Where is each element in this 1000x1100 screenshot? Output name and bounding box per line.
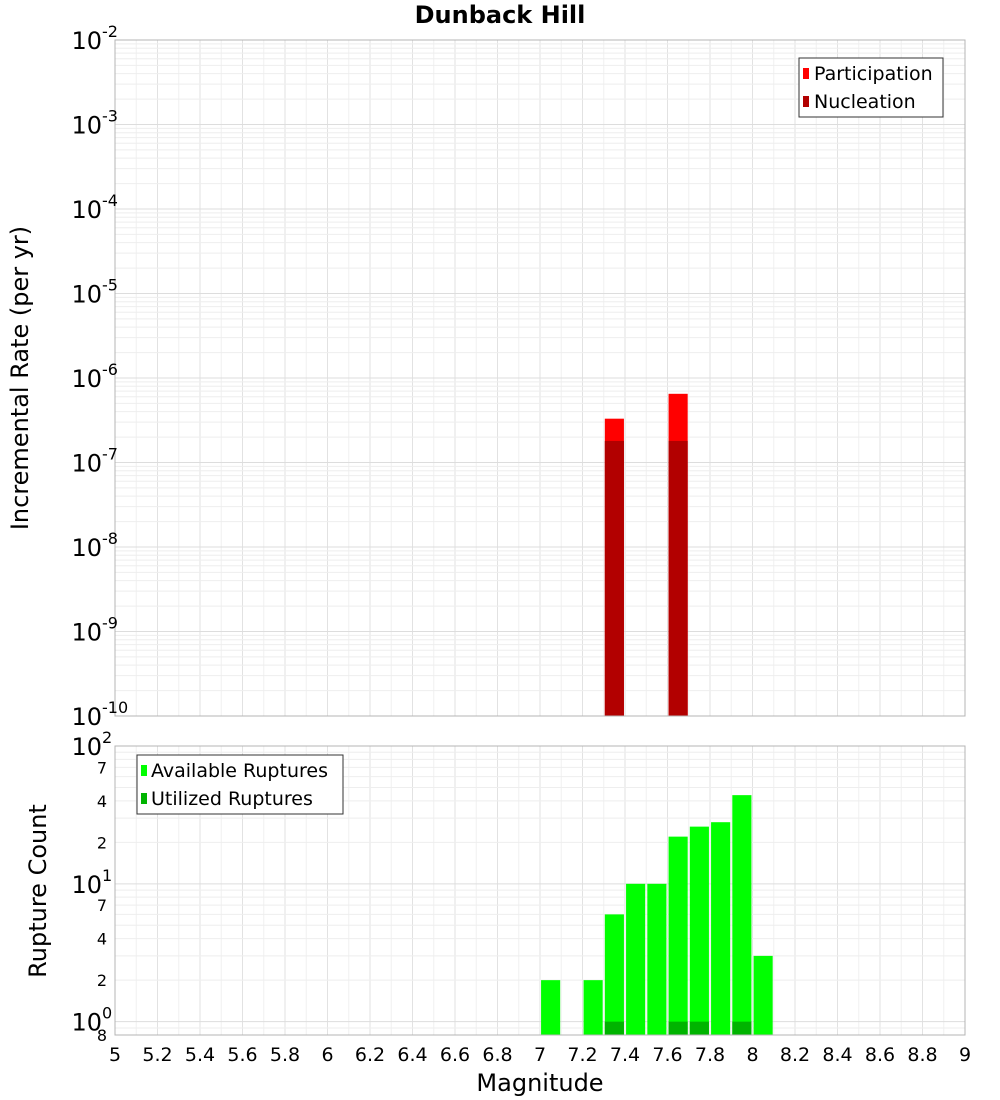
x-tick-label: 8.2 bbox=[780, 1044, 810, 1066]
rate-y-tick-base: 10 bbox=[71, 619, 102, 647]
count-y-tick-minor: 7 bbox=[97, 758, 107, 777]
rate-y-tick-base: 10 bbox=[71, 196, 102, 224]
x-tick-label: 8.4 bbox=[822, 1044, 852, 1066]
bar-nucleation bbox=[604, 440, 624, 716]
rate-y-tick-exponent: -9 bbox=[102, 614, 118, 633]
count-y-tick-exponent: 2 bbox=[102, 728, 112, 747]
count-y-axis-label: Rupture Count bbox=[24, 804, 52, 978]
count-y-tick-base: 10 bbox=[71, 1009, 102, 1037]
x-axis-label: Magnitude bbox=[476, 1069, 603, 1097]
count-legend: Available Ruptures Utilized Ruptures bbox=[136, 754, 344, 815]
x-tick-label: 8.6 bbox=[865, 1044, 895, 1066]
legend-label-participation: Participation bbox=[814, 63, 933, 85]
x-tick-label: 7.2 bbox=[567, 1044, 597, 1066]
rate-panel: 10-210-310-410-510-610-710-810-910-10 In… bbox=[6, 22, 966, 731]
bar-available-ruptures bbox=[668, 836, 688, 1035]
rate-y-tick-base: 10 bbox=[71, 450, 102, 478]
x-tick-label: 6.2 bbox=[355, 1044, 385, 1066]
x-tick-label: 8 bbox=[746, 1044, 758, 1066]
rate-y-tick-exponent: -5 bbox=[102, 276, 118, 295]
bar-available-ruptures bbox=[753, 955, 773, 1035]
x-ticks: 5 5.2 5.4 5.6 5.8 6 6.2 6.4 6.6 6.8 7 7.2 7.4 7.6 7.8 8… bbox=[109, 1044, 971, 1066]
count-y-tick-base: 10 bbox=[71, 871, 102, 899]
bar-available-ruptures bbox=[604, 914, 624, 1035]
bar-utilized-ruptures bbox=[732, 1021, 752, 1035]
rate-grid bbox=[114, 39, 966, 717]
rate-y-tick-base: 10 bbox=[71, 27, 102, 55]
x-tick-label: 7.4 bbox=[610, 1044, 640, 1066]
rate-y-tick-exponent: -3 bbox=[102, 107, 118, 126]
rate-plot-frame bbox=[114, 39, 966, 717]
rate-y-tick-base: 10 bbox=[71, 534, 102, 562]
rate-y-tick-base: 10 bbox=[71, 112, 102, 140]
bar-available-ruptures bbox=[711, 822, 731, 1035]
x-tick-label: 5.6 bbox=[227, 1044, 257, 1066]
bar-available-ruptures bbox=[583, 980, 603, 1035]
legend-swatch-nucleation bbox=[803, 96, 809, 107]
rate-y-tick-exponent: -2 bbox=[102, 22, 118, 41]
x-tick-label: 6 bbox=[321, 1044, 333, 1066]
rate-y-tick-base: 10 bbox=[71, 703, 102, 731]
rate-legend: Participation Nucleation bbox=[798, 57, 944, 118]
count-bars bbox=[541, 795, 773, 1035]
bar-utilized-ruptures bbox=[604, 1021, 624, 1035]
bar-utilized-ruptures bbox=[689, 1021, 709, 1035]
rate-y-tick-exponent: -7 bbox=[102, 445, 118, 464]
x-tick-label: 5 bbox=[109, 1044, 121, 1066]
count-y-tick-exponent: 0 bbox=[102, 1004, 112, 1023]
legend-label-nucleation: Nucleation bbox=[814, 91, 916, 113]
count-y-tick-minor: 4 bbox=[97, 792, 107, 811]
x-tick-label: 7.8 bbox=[695, 1044, 725, 1066]
count-plot-frame bbox=[114, 745, 966, 1036]
x-tick-label: 6.4 bbox=[397, 1044, 427, 1066]
count-y-tick-minor: 8 bbox=[97, 1026, 107, 1045]
count-y-tick-minor: 4 bbox=[97, 930, 107, 949]
rate-y-tick-base: 10 bbox=[71, 365, 102, 393]
rate-y-tick-exponent: -4 bbox=[102, 191, 118, 210]
legend-label-utilized: Utilized Ruptures bbox=[151, 788, 313, 810]
legend-swatch-available bbox=[141, 765, 147, 776]
count-legend-box bbox=[136, 754, 344, 815]
x-tick-label: 7 bbox=[534, 1044, 546, 1066]
chart-title: Dunback Hill bbox=[415, 1, 586, 29]
rate-y-tick-exponent: -8 bbox=[102, 529, 118, 548]
rate-y-tick-exponent: -10 bbox=[102, 698, 128, 717]
rate-y-tick-base: 10 bbox=[71, 281, 102, 309]
x-tick-label: 5.8 bbox=[270, 1044, 300, 1066]
count-y-tick-minor: 7 bbox=[97, 896, 107, 915]
x-tick-label: 9 bbox=[959, 1044, 971, 1066]
rate-bars bbox=[604, 393, 688, 716]
x-tick-label: 5.4 bbox=[185, 1044, 215, 1066]
x-tick-label: 6.6 bbox=[440, 1044, 470, 1066]
bar-nucleation bbox=[668, 440, 688, 716]
rate-y-axis-label: Incremental Rate (per yr) bbox=[6, 226, 34, 530]
bar-available-ruptures bbox=[647, 883, 667, 1035]
x-tick-label: 8.8 bbox=[907, 1044, 937, 1066]
rate-y-ticks: 10-210-310-410-510-610-710-810-910-10 bbox=[71, 22, 128, 731]
legend-swatch-participation bbox=[803, 68, 809, 79]
rate-y-tick-exponent: -6 bbox=[102, 360, 118, 379]
legend-swatch-utilized bbox=[141, 793, 147, 804]
bar-available-ruptures bbox=[732, 795, 752, 1035]
count-y-tick-minor: 2 bbox=[97, 833, 107, 852]
bar-available-ruptures bbox=[626, 883, 646, 1035]
x-tick-label: 7.6 bbox=[652, 1044, 682, 1066]
x-tick-label: 5.2 bbox=[142, 1044, 172, 1066]
count-y-tick-minor: 2 bbox=[97, 971, 107, 990]
rate-legend-box bbox=[798, 57, 944, 118]
bar-utilized-ruptures bbox=[668, 1021, 688, 1035]
count-y-tick-base: 10 bbox=[71, 733, 102, 761]
legend-label-available: Available Ruptures bbox=[151, 760, 328, 782]
x-tick-label: 6.8 bbox=[482, 1044, 512, 1066]
bar-available-ruptures bbox=[541, 980, 561, 1035]
bar-available-ruptures bbox=[689, 826, 709, 1035]
count-y-tick-exponent: 1 bbox=[102, 866, 112, 885]
